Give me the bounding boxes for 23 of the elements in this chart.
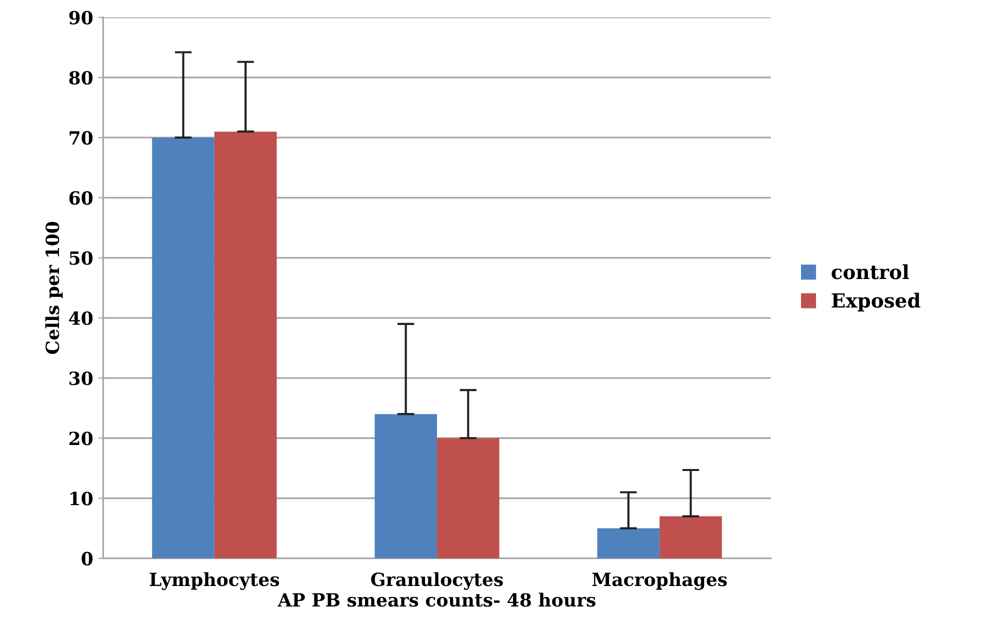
bar	[436, 438, 500, 558]
bar	[597, 528, 660, 558]
y-tick-label: 30	[70, 371, 93, 386]
x-tick-label: Granulocytes	[371, 572, 503, 590]
bar	[214, 132, 277, 558]
y-tick-label: 70	[70, 131, 93, 145]
y-tick-label: 20	[69, 432, 93, 446]
y-tick-label: 60	[69, 191, 93, 205]
y-tick-label: 0	[82, 552, 93, 566]
x-axis-title: AP PB smears counts- 48 hours	[278, 592, 596, 607]
y-tick-label: 90	[69, 10, 93, 25]
y-tick-label: 40	[69, 311, 93, 326]
legend-label: control	[832, 264, 909, 280]
y-tick-label: 10	[70, 492, 93, 506]
y-tick-label: 50	[70, 251, 93, 265]
y-axis-title: Cells per 100	[45, 222, 63, 354]
bar	[374, 414, 437, 558]
x-tick-label: Lymphocytes	[150, 572, 280, 590]
y-tick-label: 80	[69, 70, 93, 85]
bar	[660, 516, 722, 558]
legend-label: Exposed	[832, 292, 920, 312]
x-tick-label: Macrophages	[592, 572, 727, 590]
bar	[152, 138, 214, 558]
